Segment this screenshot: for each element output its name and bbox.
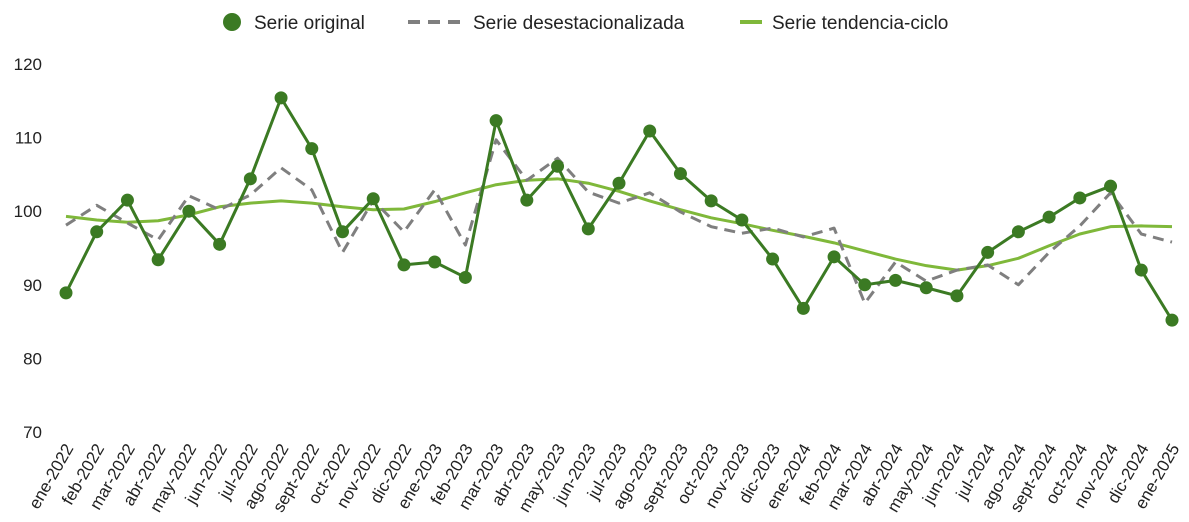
data-point [1011, 225, 1025, 239]
data-point [950, 289, 964, 303]
legend-item: Serie original [223, 13, 365, 34]
data-point [520, 193, 534, 207]
data-point [981, 245, 995, 259]
y-tick-label: 80 [23, 349, 42, 368]
y-tick-label: 110 [15, 129, 42, 148]
data-point [243, 172, 257, 186]
data-point [889, 273, 902, 287]
y-tick-label: 120 [14, 55, 42, 74]
data-point [735, 213, 749, 227]
data-point [827, 250, 841, 264]
legend-label: Serie desestacionalizada [473, 13, 685, 34]
data-point [919, 281, 933, 295]
data-point [120, 193, 134, 207]
data-point [458, 270, 472, 284]
data-point [858, 278, 872, 292]
legend-marker [223, 13, 241, 31]
data-point [366, 192, 380, 206]
data-point [428, 255, 442, 269]
data-point [213, 237, 227, 251]
data-point [336, 225, 349, 239]
data-point [182, 204, 196, 218]
data-point [1073, 191, 1087, 205]
data-point [1165, 313, 1179, 327]
data-point [274, 91, 288, 105]
y-tick-label: 100 [14, 202, 42, 221]
data-point [612, 176, 626, 190]
legend-label: Serie tendencia-ciclo [772, 13, 948, 34]
data-point [643, 124, 657, 138]
data-point [1134, 263, 1148, 277]
data-point [489, 114, 503, 128]
data-point [704, 194, 718, 208]
data-point [305, 142, 319, 156]
data-point [796, 301, 810, 315]
data-point [766, 252, 780, 266]
series-line [64, 96, 1174, 321]
y-tick-label: 90 [23, 276, 42, 295]
data-point [551, 159, 565, 173]
series-line [65, 177, 1173, 272]
data-point [397, 258, 411, 272]
series-line [65, 138, 1173, 305]
data-point [581, 222, 595, 236]
data-point [1042, 210, 1056, 224]
y-tick-label: 70 [23, 423, 42, 442]
legend-item: Serie tendencia-ciclo [740, 13, 948, 34]
legend-label: Serie original [254, 13, 365, 34]
legend-item: Serie desestacionalizada [408, 13, 685, 34]
data-point [151, 253, 165, 267]
data-point [673, 167, 687, 181]
data-point [59, 286, 73, 300]
data-point [1104, 179, 1118, 193]
data-point [90, 225, 104, 239]
